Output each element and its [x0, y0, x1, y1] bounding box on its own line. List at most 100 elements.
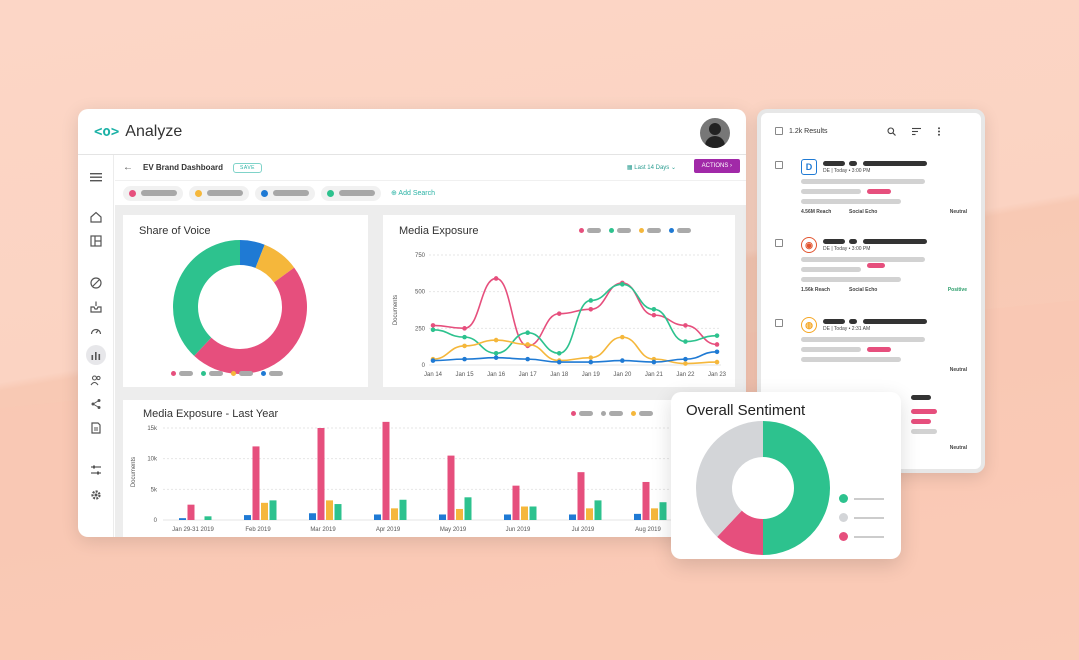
result-checkbox[interactable]: [775, 319, 783, 327]
x-tick-label: Jul 2019: [572, 527, 595, 533]
results-tools: [887, 127, 941, 138]
dashboard-title: EV Brand Dashboard: [143, 163, 224, 172]
x-tick-label: Jan 17: [519, 372, 538, 378]
result-item[interactable]: ◍ DE | Today • 2:31 AM Neutral: [775, 317, 971, 387]
user-avatar[interactable]: [700, 118, 730, 148]
results-count: 1.2k Results: [789, 127, 828, 135]
data-point: [525, 330, 530, 336]
layout-icon[interactable]: [86, 231, 106, 251]
share-icon[interactable]: [86, 394, 106, 414]
bar: [586, 508, 593, 520]
data-point: [683, 323, 688, 328]
x-tick-label: May 2019: [440, 527, 467, 533]
search-chip[interactable]: [123, 185, 183, 201]
menu-icon[interactable]: [86, 167, 106, 187]
sort-icon[interactable]: [912, 127, 921, 138]
add-search-button[interactable]: ⊕ Add Search: [391, 190, 436, 197]
sentiment-badge: Neutral: [949, 445, 967, 451]
legend-label-placeholder: [617, 228, 631, 233]
legend-entry: [171, 371, 193, 376]
bar: [204, 516, 212, 520]
legend-color-dot: [201, 371, 206, 376]
result-item[interactable]: D DE | Today • 3:00 PM 4.56M Reach Social E…: [775, 159, 971, 229]
y-tick-label: 0: [154, 518, 158, 524]
bar: [464, 497, 472, 520]
sliders-icon[interactable]: [86, 460, 106, 480]
y-tick-label: 250: [415, 326, 426, 332]
search-icon[interactable]: [887, 127, 896, 138]
bar: [187, 504, 195, 520]
data-point: [651, 306, 657, 312]
donut-slice: [717, 510, 763, 555]
sentiment-badge: Neutral: [949, 209, 967, 215]
legend-label-placeholder: [179, 371, 193, 376]
bar: [659, 502, 667, 520]
donut-slice: [240, 240, 265, 268]
gear-icon[interactable]: [86, 485, 106, 505]
legend-color-dot: [639, 228, 644, 233]
bar: [642, 481, 650, 520]
source-logo-icon: ◉: [801, 237, 817, 253]
x-tick-label: Apr 2019: [376, 527, 401, 533]
date-range-selector[interactable]: ▦ Last 14 Days ⌄: [627, 164, 676, 171]
legend-label-placeholder: [587, 228, 601, 233]
more-icon[interactable]: [937, 127, 941, 138]
result-checkbox[interactable]: [775, 161, 783, 169]
result-item[interactable]: Neutral: [775, 395, 971, 465]
media-exposure-title: Media Exposure: [399, 225, 479, 237]
compass-icon[interactable]: [86, 273, 106, 293]
legend-label-placeholder: [677, 228, 691, 233]
inbox-icon[interactable]: [86, 297, 106, 317]
bar: [634, 513, 641, 520]
text-placeholder: [801, 179, 925, 184]
select-all-checkbox[interactable]: [775, 127, 783, 135]
highlight-placeholder: [867, 263, 885, 268]
search-chip[interactable]: [321, 185, 381, 201]
bar: [521, 506, 528, 520]
legend-label-placeholder: [647, 228, 661, 233]
report-icon[interactable]: [86, 418, 106, 438]
back-arrow-icon[interactable]: ←: [123, 162, 133, 173]
y-tick-label: 15k: [147, 426, 158, 432]
users-icon[interactable]: [86, 370, 106, 390]
search-color-dot: [327, 189, 334, 197]
share-of-voice-chart: [173, 240, 307, 374]
x-tick-label: Jan 20: [613, 372, 632, 378]
search-chip[interactable]: [189, 185, 249, 201]
highlight-placeholder: [867, 189, 891, 194]
search-color-dot: [129, 189, 136, 197]
series-line: [432, 351, 718, 363]
dashboard-toolbar: ← EV Brand Dashboard SAVE ▦ Last 14 Days…: [115, 155, 746, 181]
x-tick-label: Jan 29-31 2019: [172, 527, 214, 533]
sentiment-legend-entry: [839, 494, 884, 503]
data-point: [683, 339, 688, 344]
donut-slice: [173, 240, 240, 356]
actions-button[interactable]: ACTIONS ›: [693, 159, 740, 173]
search-chip-label-placeholder: [207, 190, 243, 196]
data-point: [651, 312, 657, 318]
result-checkbox[interactable]: [775, 239, 783, 247]
highlight-placeholder: [911, 409, 937, 414]
text-placeholder: [911, 429, 937, 434]
highlight-placeholder: [911, 419, 931, 424]
data-point: [493, 337, 499, 343]
sentiment-legend-entry: [839, 513, 884, 522]
data-point: [493, 276, 499, 281]
data-point: [651, 359, 657, 365]
bar: [529, 506, 537, 520]
bar: [391, 508, 398, 520]
home-icon[interactable]: [86, 207, 106, 227]
author-name-placeholder: [849, 239, 857, 244]
gauge-icon[interactable]: [86, 321, 106, 341]
analytics-icon[interactable]: [86, 345, 106, 365]
result-item[interactable]: ◉ DE | Today • 3:00 PM 1.56k Reach Social E…: [775, 237, 971, 307]
search-chip[interactable]: [255, 185, 315, 201]
overall-sentiment-chart: [696, 421, 830, 555]
bar: [317, 428, 325, 520]
save-button[interactable]: SAVE: [233, 162, 262, 173]
bar: [594, 500, 602, 520]
app-logo[interactable]: <o> Analyze: [94, 123, 182, 141]
bar: [179, 518, 186, 520]
data-point: [714, 333, 720, 338]
date-range-label: Last 14 Days: [634, 165, 670, 171]
